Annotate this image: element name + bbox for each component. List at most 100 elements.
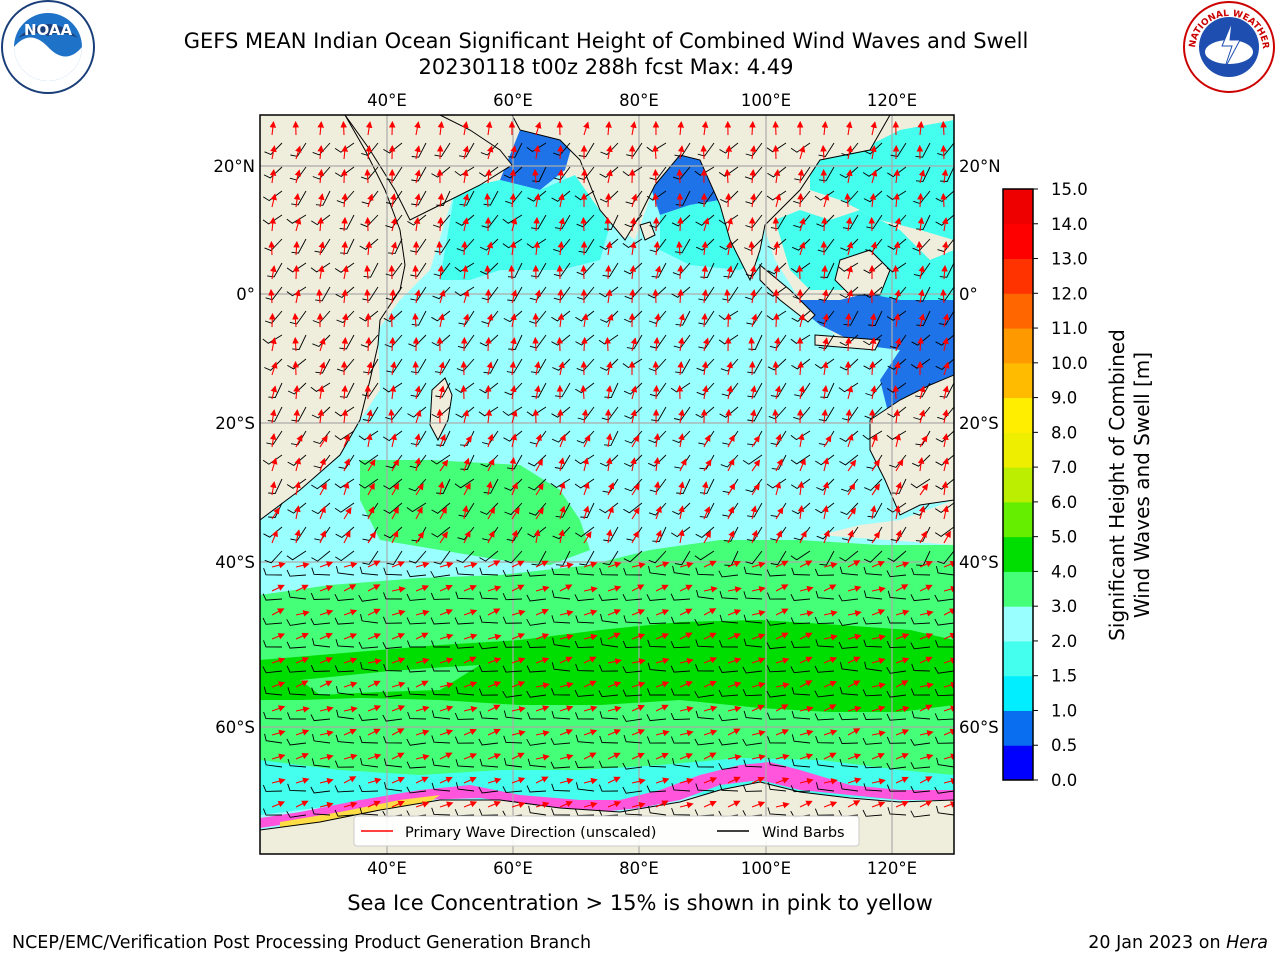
- wave-direction-arrow: [751, 483, 760, 496]
- wave-direction-arrow: [319, 754, 334, 761]
- wind-barb: [551, 190, 571, 202]
- wave-direction-arrow: [821, 265, 828, 280]
- wave-direction-arrow: [654, 313, 661, 328]
- wave-direction-arrow: [726, 265, 733, 280]
- wind-barb: [815, 590, 835, 600]
- wave-direction-arrow: [701, 265, 709, 280]
- wind-barb: [766, 478, 787, 489]
- wind-barb: [502, 665, 523, 673]
- wave-direction-arrow: [895, 680, 909, 688]
- wave-direction-arrow: [463, 435, 473, 448]
- wave-direction-arrow: [295, 562, 310, 569]
- wave-direction-arrow: [775, 458, 783, 472]
- wave-direction-arrow: [292, 264, 300, 280]
- wind-barb: [867, 502, 883, 518]
- wind-barb: [838, 713, 859, 721]
- wind-barb: [718, 570, 739, 578]
- wind-barb: [287, 712, 306, 720]
- wave-direction-arrow: [367, 608, 381, 616]
- wind-barb: [574, 454, 595, 465]
- wave-direction-arrow: [727, 609, 742, 616]
- colorbar-frame: [1002, 188, 1034, 781]
- wave-direction-arrow: [340, 120, 347, 136]
- wind-barb: [744, 166, 763, 180]
- wind-barb: [431, 502, 451, 514]
- wave-direction-arrow: [631, 562, 646, 569]
- wave-direction-arrow: [535, 483, 544, 496]
- wind-barb: [383, 502, 403, 514]
- wind-barb: [383, 592, 403, 600]
- wave-direction-arrow: [437, 265, 445, 280]
- wind-barb: [455, 591, 475, 600]
- wave-direction-arrow: [559, 481, 566, 496]
- wave-direction-arrow: [292, 360, 300, 376]
- wave-direction-arrow: [893, 313, 901, 328]
- wave-direction-arrow: [318, 193, 325, 208]
- wave-direction-arrow: [581, 168, 588, 184]
- wind-barb: [766, 569, 787, 577]
- wind-barb: [934, 526, 954, 537]
- wave-direction-arrow: [631, 584, 645, 592]
- wind-barb: [262, 334, 283, 344]
- colorbar-swatch: [1003, 501, 1033, 538]
- wave-direction-arrow: [679, 658, 694, 665]
- wave-direction-arrow: [846, 145, 853, 160]
- wind-barb: [432, 286, 451, 300]
- wind-barb: [622, 689, 643, 697]
- wind-barb: [503, 430, 523, 442]
- wind-barb: [820, 262, 835, 278]
- wind-barb: [312, 334, 331, 348]
- wave-direction-arrow: [822, 505, 829, 520]
- wave-direction-arrow: [390, 217, 398, 232]
- wave-direction-arrow: [343, 801, 358, 808]
- wave-direction-arrow: [629, 217, 637, 232]
- wave-direction-arrow: [486, 145, 494, 160]
- wind-barb: [457, 526, 475, 541]
- wind-barb: [382, 430, 403, 442]
- wind-barb: [311, 758, 331, 768]
- wind-barb: [312, 142, 331, 156]
- wave-direction-arrow: [415, 705, 430, 713]
- wind-barb: [527, 758, 547, 768]
- wind-barb: [719, 238, 739, 251]
- wave-direction-arrow: [823, 752, 837, 760]
- wind-barb: [526, 640, 547, 648]
- wave-direction-arrow: [343, 633, 358, 640]
- left-lat-label: 40°S: [215, 553, 255, 572]
- wave-direction-arrow: [389, 385, 397, 400]
- wind-barb: [816, 478, 835, 491]
- wave-direction-arrow: [271, 753, 286, 760]
- wind-barb: [743, 759, 763, 768]
- wind-barb: [263, 711, 283, 720]
- wave-direction-arrow: [725, 312, 732, 328]
- wave-direction-arrow: [390, 193, 397, 208]
- wave-direction-arrow: [487, 753, 502, 760]
- wind-barb: [915, 526, 931, 542]
- colorbar-swatch: [1003, 571, 1033, 607]
- wave-direction-arrow: [292, 312, 299, 328]
- wave-direction-arrow: [365, 241, 373, 256]
- wind-barb: [648, 454, 667, 467]
- wave-direction-arrow: [942, 457, 949, 472]
- wind-barb: [934, 618, 954, 626]
- wind-barb: [599, 735, 619, 744]
- wind-barb: [335, 734, 355, 744]
- wave-direction-arrow: [511, 657, 526, 664]
- colorbar-swatch: [1003, 328, 1033, 364]
- wind-barb: [670, 641, 691, 649]
- wind-barb: [550, 478, 571, 489]
- wave-direction-arrow: [823, 529, 830, 544]
- wave-direction-arrow: [391, 728, 405, 736]
- wind-barb: [264, 238, 283, 252]
- wave-direction-arrow: [748, 360, 756, 376]
- wave-direction-arrow: [941, 481, 949, 496]
- wave-direction-arrow: [558, 217, 565, 232]
- wave-direction-arrow: [415, 531, 425, 544]
- wave-direction-arrow: [655, 729, 670, 737]
- wind-barb: [646, 785, 667, 793]
- wave-direction-arrow: [295, 729, 310, 736]
- wind-barb: [599, 286, 619, 298]
- wave-direction-arrow: [799, 560, 813, 568]
- wave-direction-arrow: [870, 505, 877, 520]
- wind-barb: [598, 690, 619, 698]
